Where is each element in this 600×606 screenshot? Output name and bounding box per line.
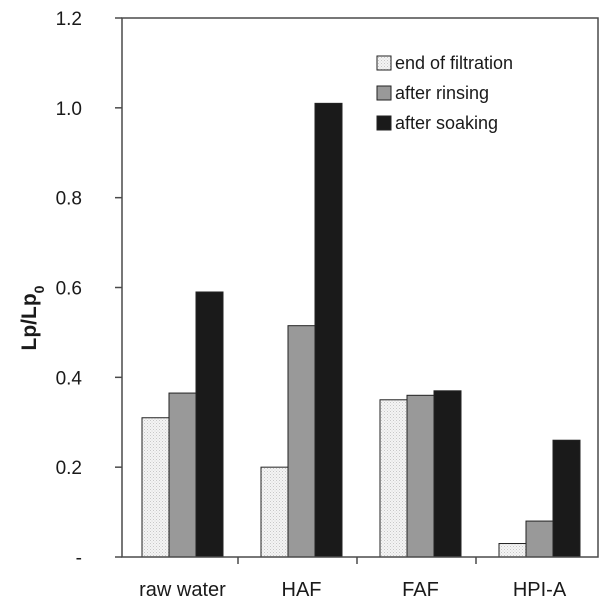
plot-area-frame: [121, 17, 599, 558]
x-category-label: HAF: [282, 579, 322, 601]
bar-faf-after-rinsing: [406, 394, 435, 558]
bar-haf-end-of-filtration: [260, 466, 289, 558]
bar-raw-water-end-of-filtration: [141, 417, 170, 558]
bar-raw-water-after-soaking: [195, 291, 224, 558]
x-category-label: FAF: [402, 579, 439, 601]
bar-haf-after-soaking: [314, 102, 343, 558]
y-axis-title: Lp/Lp0: [18, 285, 47, 350]
bar-faf-end-of-filtration: [379, 399, 408, 558]
y-tick-label: -: [76, 548, 82, 569]
bar-hpi-a-after-rinsing: [525, 520, 554, 558]
bar-hpi-a-end-of-filtration: [498, 543, 527, 558]
legend-label: after soaking: [395, 113, 498, 133]
y-tick-label: 0.2: [56, 458, 82, 479]
bar-hpi-a-after-soaking: [552, 439, 581, 558]
x-category-label: HPI-A: [513, 579, 567, 601]
bar-raw-water-after-rinsing: [168, 392, 197, 558]
y-tick-label: 1.2: [56, 9, 82, 30]
legend-label: end of filtration: [395, 53, 513, 73]
legend-swatch: [376, 115, 392, 131]
bar-faf-after-soaking: [433, 390, 462, 558]
bars-group: [141, 102, 581, 558]
y-tick-label: 0.8: [56, 189, 82, 210]
bar-haf-after-rinsing: [287, 325, 316, 558]
y-axis-label: Lp/Lp0: [18, 285, 47, 350]
x-axis: [237, 557, 477, 564]
legend: end of filtration after rinsing after soak…: [376, 53, 513, 133]
y-tick-label: 0.6: [56, 279, 82, 300]
x-category-label: raw water: [139, 579, 226, 601]
legend-swatch: [376, 55, 392, 71]
legend-label: after rinsing: [395, 83, 489, 103]
legend-swatch: [376, 85, 392, 101]
y-tick-label: 1.0: [56, 99, 82, 120]
x-axis-category-labels: raw water HAF FAF HPI-A: [139, 579, 567, 601]
y-tick-label: 0.4: [56, 368, 83, 389]
y-axis-ticks: - 0.2 0.4 0.6 0.8 1.0 1.2: [56, 9, 122, 569]
